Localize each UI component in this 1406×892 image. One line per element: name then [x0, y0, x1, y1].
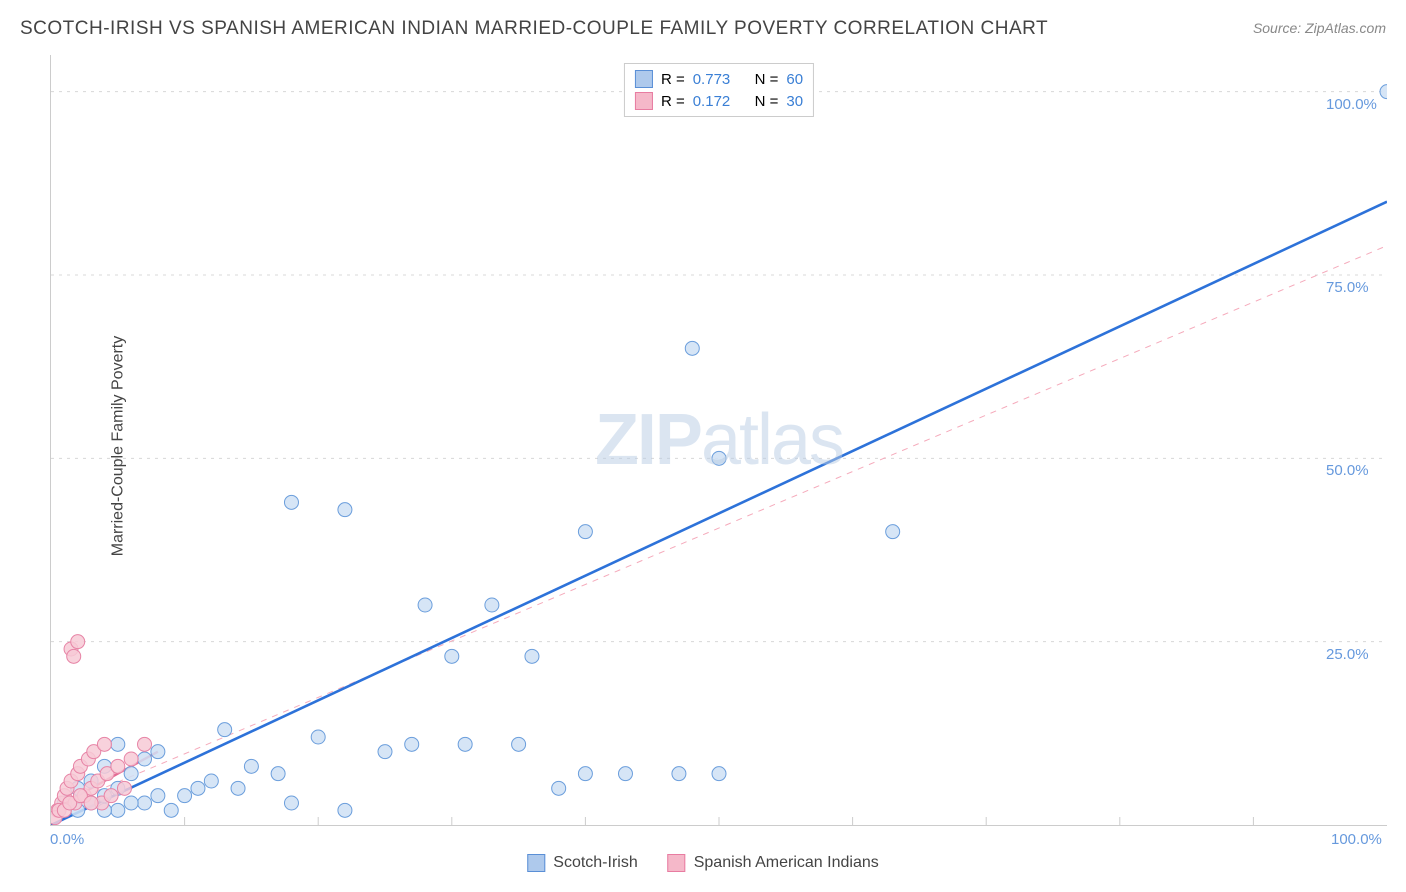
- stats-row: R = 0.773 N = 60: [635, 68, 803, 90]
- n-label: N =: [755, 71, 779, 88]
- r-value: 0.773: [693, 71, 731, 88]
- legend-item: Scotch-Irish: [527, 854, 637, 872]
- legend-swatch: [668, 854, 686, 872]
- legend-item: Spanish American Indians: [668, 854, 879, 872]
- stats-legend: R = 0.773 N = 60R = 0.172 N = 30: [624, 63, 814, 117]
- y-tick-label: 50.0%: [1326, 462, 1369, 479]
- r-label: R =: [661, 93, 685, 110]
- legend-label: Scotch-Irish: [553, 854, 637, 872]
- n-label: N =: [755, 93, 779, 110]
- y-tick-label: 100.0%: [1326, 96, 1377, 113]
- legend-swatch: [635, 70, 653, 88]
- series-legend: Scotch-Irish Spanish American Indians: [527, 854, 878, 872]
- legend-label: Spanish American Indians: [694, 854, 879, 872]
- x-tick-label: 100.0%: [1331, 831, 1382, 848]
- scatter-plot: [51, 55, 1387, 825]
- legend-swatch: [527, 854, 545, 872]
- x-tick-label: 0.0%: [50, 831, 84, 848]
- y-tick-label: 75.0%: [1326, 279, 1369, 296]
- plot-area: ZIPatlas R = 0.773 N = 60R = 0.172 N = 3…: [50, 55, 1387, 826]
- y-tick-label: 25.0%: [1326, 646, 1369, 663]
- r-value: 0.172: [693, 93, 731, 110]
- source-label: Source: ZipAtlas.com: [1253, 20, 1386, 36]
- legend-swatch: [635, 92, 653, 110]
- stats-row: R = 0.172 N = 30: [635, 90, 803, 112]
- r-label: R =: [661, 71, 685, 88]
- chart-title: SCOTCH-IRISH VS SPANISH AMERICAN INDIAN …: [20, 18, 1048, 39]
- n-value: 30: [786, 93, 803, 110]
- n-value: 60: [786, 71, 803, 88]
